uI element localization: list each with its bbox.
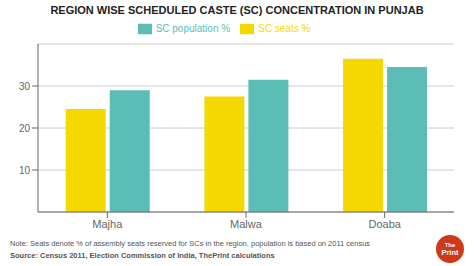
svg-text:10: 10 (19, 165, 31, 176)
svg-text:Malwa: Malwa (230, 218, 263, 230)
html-text:REGION WISE SCHEDULED CASTE (S: REGION WISE SCHEDULED CASTE (SC) CONCENT… (50, 4, 424, 16)
svg-text:Doaba: Doaba (368, 218, 401, 230)
html-text:The: The (444, 242, 456, 248)
html-text:Note: Seats denote % of assemb: Note: Seats denote % of assembly seats r… (10, 239, 371, 248)
svg-text:20: 20 (19, 123, 31, 134)
html-text:Print: Print (441, 248, 459, 257)
html-text:SC population %: SC population % (155, 22, 231, 34)
svg-text:Majha: Majha (92, 218, 123, 230)
svg-text:30: 30 (19, 81, 31, 92)
html-text:Source: Census 2011, Election: Source: Census 2011, Election Commission… (10, 251, 275, 260)
html-text:SC seats %: SC seats % (258, 22, 311, 34)
